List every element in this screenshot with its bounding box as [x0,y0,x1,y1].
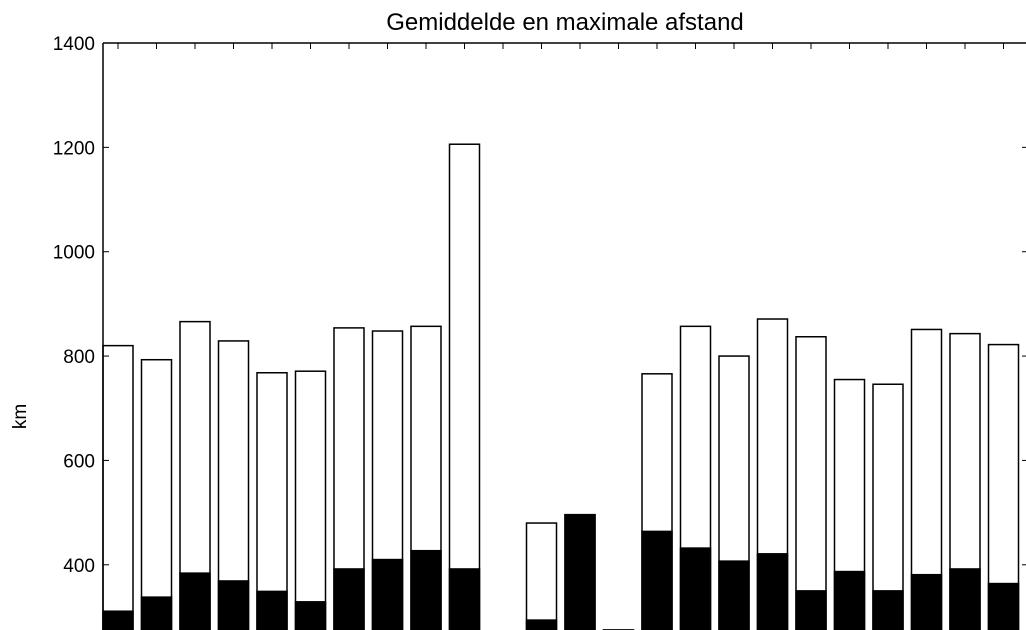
ticks-layer: 400 600 800 1000 1200 1400 [53,34,1026,577]
bar-mean [333,568,365,630]
y-axis-label: km [10,404,31,429]
bar-mean [641,530,673,630]
bar-mean [949,568,981,630]
bar-max [795,336,827,630]
bar-max [525,522,558,630]
y-tick-label: 400 [63,556,95,577]
bar-mean [756,553,789,630]
chart-title: Gemiddelde en maximale afstand [386,9,744,36]
bar-mean [410,549,442,630]
bar-max [140,358,173,630]
bar-mean [872,590,904,630]
axes-layer [102,42,1026,630]
bar-mean [140,596,173,630]
bar-mean [217,580,250,630]
bar-mean [795,590,827,630]
bar-max [872,383,904,630]
bar-mean [910,573,943,630]
bar-mean [718,560,750,630]
bar-max [448,143,481,630]
bar-mean [179,572,211,630]
bar-mean [256,590,288,630]
y-tick-label: 1400 [53,34,95,55]
bar-mean [987,582,1020,630]
bar-max [256,372,288,630]
y-tick-label: 600 [63,451,95,472]
bar-max [294,370,327,630]
bar-mean [833,570,866,630]
y-tick-label: 800 [63,347,95,368]
bar-mean [102,610,134,630]
bar-mean [371,558,404,630]
bar-mean [564,513,596,630]
bar-mean [294,601,327,630]
bar-mean [679,547,712,630]
bar-max [102,344,134,630]
bar-max [987,343,1020,630]
bars-layer [102,143,1020,630]
y-tick-label: 1200 [53,138,95,159]
y-tick-label: 1000 [53,243,95,264]
bar-mean [448,568,481,630]
bar-mean [525,619,558,630]
